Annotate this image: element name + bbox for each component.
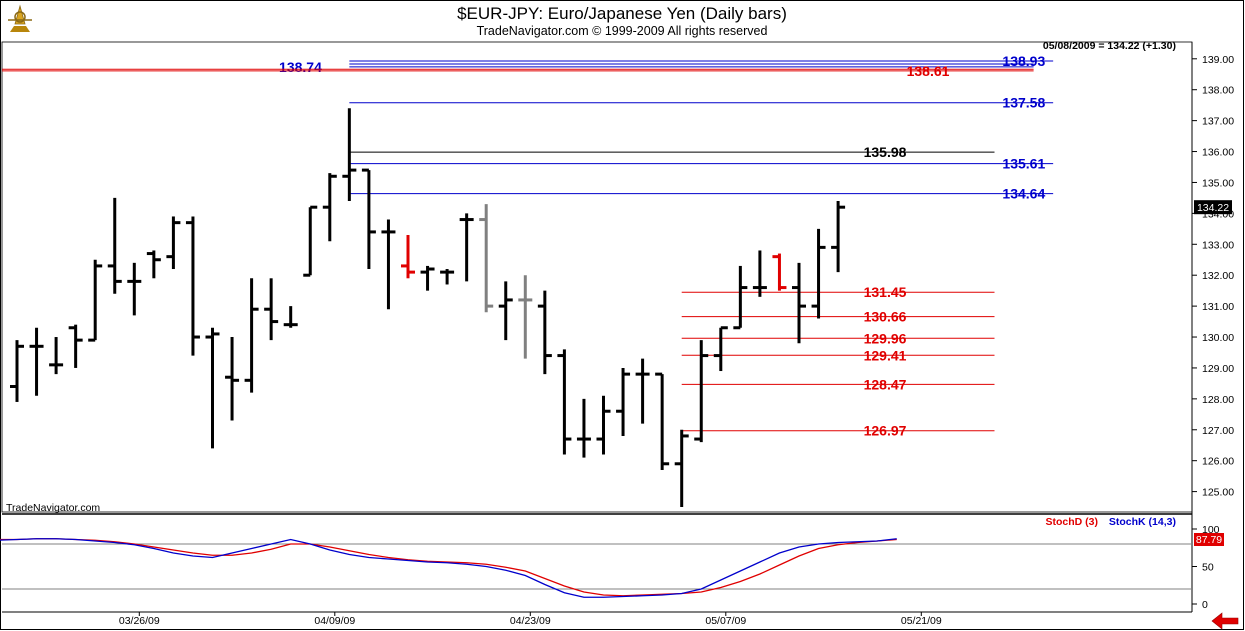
price-bar [322,173,337,242]
price-bar [264,278,279,341]
price-bar [576,398,591,458]
price-levels: 138.93 138.74 138.61 137.58 135.98 135.61 134.… [2,53,1054,439]
level-label: 131.45 [864,284,907,300]
stochd-line [0,538,897,597]
price-bar [127,262,142,316]
price-bar [244,278,259,393]
last-price-info: 05/08/2009 = 134.22 (+1.30) [1043,40,1176,52]
price-bar [674,429,689,508]
stochk-legend: StochK (14,3) [1109,516,1176,528]
level-label: 135.98 [864,144,907,160]
level-label: 129.41 [864,347,907,363]
price-bar [616,367,631,436]
level-label: 138.93 [1002,53,1045,69]
compass-logo-icon [8,4,32,32]
x-tick-label: 04/23/09 [510,615,551,627]
level-label: 138.74 [279,59,322,75]
price-bar [361,168,376,270]
level-label: 129.96 [864,330,907,346]
x-tick-label: 05/07/09 [705,615,746,627]
price-bar [752,250,767,297]
stoch-tick-label: 50 [1202,562,1214,574]
y-tick-label: 137.00 [1202,116,1234,128]
price-bar [88,259,103,342]
price-bar [635,358,650,424]
y-tick-label: 129.00 [1202,363,1234,375]
price-bar [694,340,709,443]
level-label: 134.64 [1002,186,1045,202]
price-bar [792,262,806,344]
stochd-legend: StochD (3) [1046,516,1099,528]
price-bar [831,201,846,273]
price-bar [518,275,533,359]
level-label: 135.61 [1002,156,1045,172]
x-axis-ticks: 03/26/09 04/09/09 04/23/09 05/07/09 05/21/09 [119,612,942,627]
price-bar [29,327,44,396]
price-bar [205,327,220,449]
chart-title: $EUR-JPY: Euro/Japanese Yen (Daily bars) [457,4,787,23]
y-tick-label: 130.00 [1202,332,1234,344]
level-label: 128.47 [864,376,907,392]
x-tick-label: 03/26/09 [119,615,160,627]
price-bar [342,108,357,202]
price-bars [10,108,846,508]
y-tick-label: 136.00 [1202,147,1234,159]
y-tick-label: 139.00 [1202,54,1234,66]
y-tick-label: 127.00 [1202,425,1234,437]
price-bar [459,213,474,282]
price-bar [401,235,415,279]
watermark: TradeNavigator.com [6,502,100,514]
x-tick-label: 05/21/09 [901,615,942,627]
y-tick-label: 125.00 [1202,487,1234,499]
price-bar [381,219,396,310]
y-tick-label: 128.00 [1202,394,1234,406]
y-axis-ticks: 125.00 126.00 127.00 128.00 129.00 130.00 131.… [1192,54,1234,499]
price-bar [303,205,318,277]
x-tick-label: 04/09/09 [314,615,355,627]
copyright-text: TradeNavigator.com © 1999-2009 All right… [477,24,768,38]
y-tick-label: 138.00 [1202,85,1234,97]
price-bar [479,204,494,313]
price-bar [10,340,24,402]
y-tick-label: 135.00 [1202,177,1234,189]
stochk-line [0,538,897,598]
current-price-tag: 134.22 [1194,200,1232,215]
stoch-value-tag: 87.79 [1194,533,1224,546]
price-bar [713,326,728,372]
price-bar [420,265,435,291]
svg-text:134.22: 134.22 [1197,202,1229,214]
price-bar [772,253,787,291]
y-tick-label: 132.00 [1202,270,1234,282]
price-bar [811,228,826,319]
level-label: 137.58 [1002,95,1045,111]
level-label: 130.66 [864,309,907,325]
price-bar [557,349,572,455]
y-tick-label: 133.00 [1202,239,1234,251]
price-bar [185,216,200,356]
level-label: 126.97 [864,423,907,439]
price-bar [107,197,122,294]
price-bar [225,337,240,421]
price-bar [655,372,670,470]
stochastic-panel [0,538,1192,598]
price-bar [537,290,552,375]
level-label: 138.61 [907,63,950,79]
svg-text:87.79: 87.79 [1196,534,1222,546]
price-bar [440,269,455,285]
price-bar [146,250,161,279]
y-tick-label: 131.00 [1202,301,1234,313]
y-tick-label: 126.00 [1202,456,1234,468]
price-bar [596,395,611,455]
stoch-tick-label: 0 [1202,599,1208,611]
red-left-arrow-icon[interactable] [1211,612,1239,630]
price-bar [68,324,83,368]
price-bar [49,337,64,375]
price-bar [283,306,298,328]
price-bar [498,281,513,341]
price-bar [166,216,181,270]
price-bar [733,265,748,330]
